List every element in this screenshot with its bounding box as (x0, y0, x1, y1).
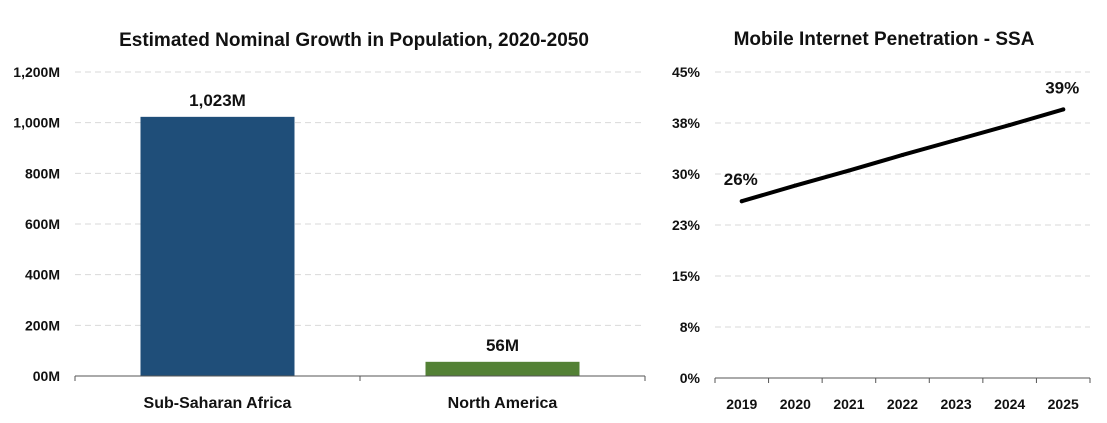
line-y-tick-label: 38% (672, 115, 701, 131)
bar-y-tick-label: 1,000M (13, 115, 60, 131)
bar-y-tick-label: 00M (33, 368, 60, 384)
line-data-label: 39% (1045, 78, 1079, 97)
bar-y-tick-label: 800M (25, 165, 60, 181)
population-bar-chart: Estimated Nominal Growth in Population, … (13, 30, 646, 412)
bar-chart-x-axis: Sub-Saharan Africa North America (74, 375, 646, 412)
line-chart-data-labels: 26% 39% (724, 78, 1079, 189)
line-point (1007, 123, 1012, 128)
line-y-tick-label: 15% (672, 268, 701, 284)
line-point (1061, 107, 1066, 112)
line-y-tick-label: 30% (672, 166, 701, 182)
bar-y-tick-label: 400M (25, 267, 60, 283)
bar-north-america (425, 361, 580, 376)
line-x-tick-label: 2019 (726, 396, 757, 412)
bar-chart-data-labels: 1,023M 56M (189, 91, 519, 355)
bar-y-tick-label: 600M (25, 216, 60, 232)
bar-chart-title: Estimated Nominal Growth in Population, … (119, 30, 589, 51)
line-data-label: 26% (724, 170, 758, 189)
line-x-tick-label: 2020 (780, 396, 811, 412)
bar-category-label: North America (448, 395, 558, 412)
line-chart-series (739, 107, 1066, 204)
line-point (954, 138, 959, 142)
line-y-tick-label: 8% (680, 319, 701, 335)
line-chart-y-axis: 0% 8% 15% 23% 30% 38% 45% (672, 64, 701, 386)
mobile-internet-line-chart: Mobile Internet Penetration - SSA 0% 8% 15… (672, 29, 1091, 412)
line-x-tick-label: 2024 (994, 396, 1025, 412)
line-point (793, 183, 798, 188)
line-chart-title: Mobile Internet Penetration - SSA (734, 29, 1035, 50)
line-chart-gridlines (715, 71, 1090, 328)
line-y-tick-label: 0% (680, 370, 701, 386)
line-x-tick-label: 2025 (1048, 396, 1079, 412)
bar-chart-y-axis: 00M 200M 400M 600M 800M 1,000M 1,200M (13, 64, 60, 384)
line-x-tick-label: 2021 (833, 396, 864, 412)
line-point (846, 168, 851, 173)
bar-sub-saharan-africa (140, 116, 295, 376)
line-y-tick-label: 45% (672, 64, 701, 80)
line-x-tick-label: 2022 (887, 396, 918, 412)
bar-y-tick-label: 1,200M (13, 64, 60, 80)
line-point (900, 152, 905, 157)
line-chart-x-axis: 2019 2020 2021 2022 2023 2024 2025 (714, 377, 1091, 412)
line-y-tick-label: 23% (672, 217, 701, 233)
bar-y-tick-label: 200M (25, 317, 60, 333)
bar-chart-bars (140, 116, 580, 376)
line-point (739, 199, 744, 204)
line-x-tick-label: 2023 (940, 396, 971, 412)
bar-data-label: 1,023M (189, 91, 246, 110)
bar-data-label: 56M (486, 336, 519, 355)
bar-category-label: Sub-Saharan Africa (144, 395, 292, 412)
